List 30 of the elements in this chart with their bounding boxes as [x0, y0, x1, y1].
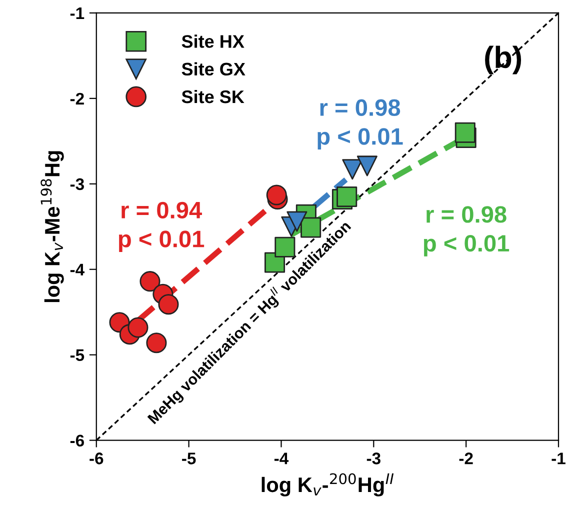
point [336, 186, 358, 207]
x-tick-label: -4 [274, 452, 289, 464]
annotation: (b) [485, 46, 522, 74]
annotation: r = 0.98 p < 0.01 [424, 206, 510, 256]
point [146, 332, 167, 354]
point [158, 294, 179, 315]
point [342, 159, 363, 180]
point [128, 317, 148, 338]
y-axis-title: log K$_{v}$-Me$^{198}$Hg [40, 151, 64, 302]
point [356, 156, 378, 176]
x-tick-label: -1 [552, 452, 566, 464]
y-tick-label: -6 [70, 434, 84, 447]
x-axis-title: log K$_{v}$-$^{200}$Hg$^{II}$ [262, 473, 394, 496]
y-tick-label: -5 [70, 349, 84, 362]
y-tick-label: -1 [70, 8, 84, 19]
legend-label: Site HX [182, 34, 244, 48]
point [266, 184, 287, 206]
legend-label: Site GX [182, 62, 246, 76]
y-tick-label: -4 [70, 264, 84, 276]
x-tick-label: -2 [459, 452, 473, 464]
x-tick-label: -6 [90, 452, 104, 464]
point [454, 122, 476, 143]
point [140, 271, 160, 292]
y-tick-label: -3 [70, 178, 84, 190]
x-tick-label: -5 [182, 452, 196, 464]
legend-label: Site SK [182, 90, 244, 104]
x-tick-label: -3 [366, 452, 380, 464]
y-tick-label: -2 [70, 92, 84, 104]
annotation: r = 0.98 p < 0.01 [318, 99, 403, 150]
annotation: r = 0.94 p < 0.01 [119, 202, 204, 252]
